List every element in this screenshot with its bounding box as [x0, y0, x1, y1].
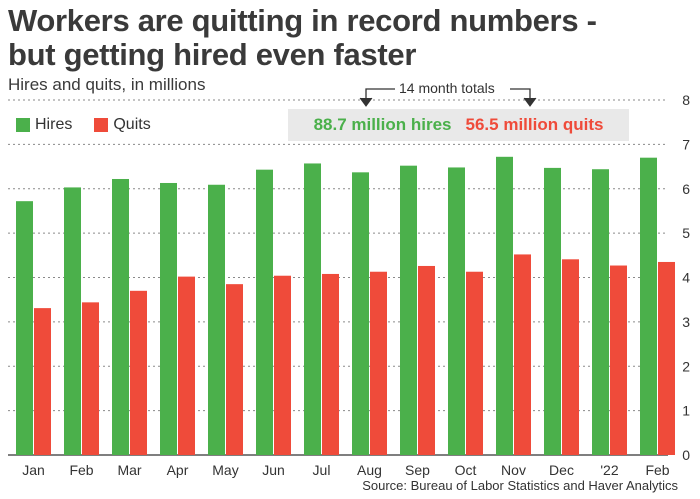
x-tick-label: Oct	[455, 462, 477, 478]
bar-quits	[34, 308, 51, 455]
legend-swatch-quits	[94, 118, 109, 132]
x-tick-label: Mar	[117, 462, 141, 478]
legend-item-quits: Quits	[94, 116, 151, 134]
bar-quits	[370, 271, 387, 455]
bar-quits	[658, 261, 675, 455]
bar-hires	[256, 169, 273, 455]
bar-hires	[544, 167, 561, 456]
bar-quits	[82, 302, 99, 455]
bar-quits	[322, 273, 339, 455]
source-note: Source: Bureau of Labor Statistics and H…	[362, 478, 678, 493]
chart-title-line1: Workers are quitting in record numbers -	[8, 3, 597, 38]
bar-hires	[352, 172, 369, 456]
bar-hires	[112, 178, 129, 456]
bar-hires	[640, 157, 657, 455]
bar-hires	[400, 165, 417, 456]
bar-quits	[514, 254, 531, 455]
bar-quits	[418, 265, 435, 455]
legend-item-hires: Hires	[16, 116, 72, 134]
legend-label-hires: Hires	[35, 116, 73, 133]
x-tick-label: Feb	[645, 462, 669, 478]
x-tick-label: May	[212, 462, 238, 478]
totals-bracket-left	[365, 88, 398, 104]
chart-title-line2: but getting hired even faster	[8, 37, 417, 72]
x-tick-label: Dec	[549, 462, 574, 478]
y-tick-label: 0	[682, 447, 690, 463]
chart-subtitle: Hires and quits, in millions	[8, 75, 206, 94]
x-tick-label: Feb	[69, 462, 93, 478]
bar-hires	[304, 163, 321, 456]
totals-label: 14 month totals	[395, 80, 499, 96]
bar-hires	[208, 184, 225, 455]
x-tick-label: Jan	[22, 462, 45, 478]
x-tick-label: Jun	[262, 462, 285, 478]
totals-hires: 88.7 million hires	[313, 115, 452, 134]
bar-quits	[130, 290, 147, 455]
totals-arrow-left-icon	[359, 97, 373, 107]
bar-hires	[592, 169, 609, 455]
bar-hires	[64, 187, 81, 455]
y-tick-label: 4	[682, 270, 690, 286]
bar-hires	[496, 156, 513, 456]
legend: Hires Quits	[16, 116, 173, 134]
totals-box: 88.7 million hires 56.5 million quits	[288, 109, 629, 141]
bar-hires	[448, 167, 465, 455]
y-tick-label: 8	[682, 92, 690, 108]
chart-title: Workers are quitting in record numbers -…	[8, 4, 597, 72]
legend-swatch-hires	[16, 118, 30, 132]
bar-quits	[562, 259, 579, 455]
x-tick-label: '22	[600, 462, 618, 478]
x-tick-label: Jul	[313, 462, 331, 478]
y-tick-label: 1	[682, 403, 690, 419]
y-tick-label: 2	[682, 358, 690, 374]
legend-label-quits: Quits	[113, 116, 151, 133]
x-tick-label: Aug	[357, 462, 382, 478]
x-tick-label: Sep	[405, 462, 430, 478]
y-tick-label: 7	[682, 136, 690, 152]
y-tick-label: 3	[682, 314, 690, 330]
bar-quits	[466, 271, 483, 455]
x-tick-label: Apr	[167, 462, 189, 478]
bar-quits	[610, 265, 627, 455]
bar-hires	[160, 182, 177, 455]
totals-arrow-right-icon	[523, 97, 537, 107]
bar-quits	[274, 275, 291, 455]
y-tick-label: 5	[682, 225, 690, 241]
bar-hires	[16, 201, 33, 455]
bar-quits	[178, 276, 195, 455]
y-tick-label: 6	[682, 181, 690, 197]
totals-quits: 56.5 million quits	[465, 115, 604, 134]
bar-quits	[226, 284, 243, 455]
x-tick-label: Nov	[501, 462, 526, 478]
